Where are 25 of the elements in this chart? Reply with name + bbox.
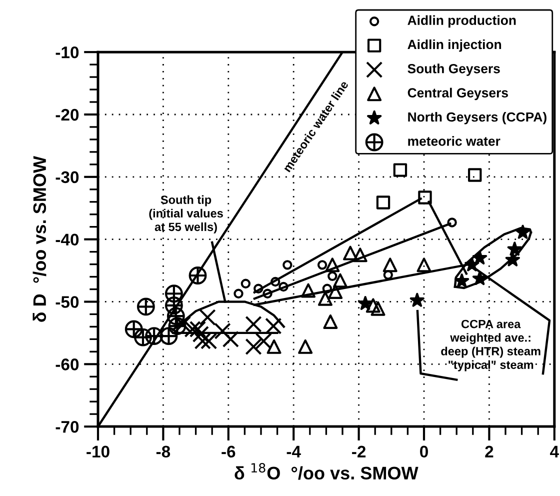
- x-tick-label: 2: [485, 446, 494, 458]
- legend-label: meteoric water: [408, 136, 500, 146]
- y-axis-title: δ D °/oo vs. SMOW: [32, 156, 46, 322]
- legend-label: North Geysers (CCPA): [408, 112, 546, 124]
- y-tick-label: -10: [56, 46, 79, 58]
- x-tick-label: -2: [352, 446, 366, 458]
- legend-label: South Geysers: [408, 64, 500, 76]
- y-tick-label: -30: [56, 171, 79, 184]
- x-tick-label: -4: [286, 446, 301, 458]
- legend-label: Central Geysers: [408, 88, 508, 100]
- x-tick-label: -8: [156, 446, 170, 458]
- y-tick-label: -40: [56, 234, 79, 246]
- annotation: CCPA area weighted ave.: deep (HTR) steam "typical" steam: [441, 320, 540, 372]
- y-tick-label: -20: [56, 108, 79, 121]
- x-axis-title: δ $^{18}$O °/oo vs. SMOW: [234, 463, 418, 480]
- x-tick-label: 0: [420, 446, 428, 458]
- legend-label: Aidlin injection: [408, 39, 502, 52]
- annotation: South tip (initial values at 55 wells): [149, 195, 223, 234]
- x-tick-label: -6: [222, 446, 236, 458]
- x-tick-label: 4: [550, 446, 559, 458]
- y-tick-label: -50: [56, 296, 79, 308]
- y-tick-label: -60: [56, 358, 79, 370]
- legend-label: Aidlin production: [408, 15, 516, 28]
- x-tick-label: -10: [86, 446, 110, 458]
- y-tick-label: -70: [56, 420, 79, 433]
